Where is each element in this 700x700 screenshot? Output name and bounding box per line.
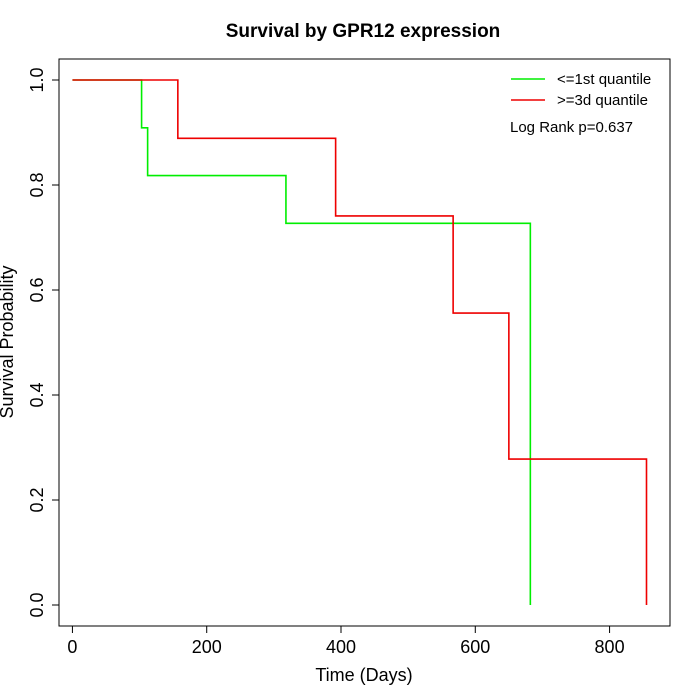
y-tick-label: 0.4	[27, 382, 47, 407]
legend-label-2: >=3d quantile	[557, 92, 648, 109]
y-tick-label: 0.8	[27, 172, 47, 197]
legend-label-1: <=1st quantile	[557, 71, 651, 88]
series-line-1	[72, 79, 532, 605]
y-tick-label: 0.6	[27, 277, 47, 302]
y-axis: 0.0 0.2 0.4 0.6 0.8 1.0	[27, 67, 60, 618]
y-tick-label: 1.0	[27, 67, 47, 92]
y-tick-label: 0.0	[27, 592, 47, 617]
x-tick-label: 200	[192, 637, 222, 657]
x-tick-label: 600	[460, 637, 490, 657]
x-axis-label: Time (Days)	[315, 665, 412, 685]
plot-frame	[58, 58, 671, 627]
x-tick-label: 400	[326, 637, 356, 657]
y-tick-label: 0.2	[27, 487, 47, 512]
x-axis: 0 200 400 600 800	[67, 625, 625, 657]
x-tick-label: 0	[67, 637, 77, 657]
log-rank-annotation: Log Rank p=0.637	[510, 119, 633, 136]
series-line-2	[72, 79, 648, 605]
chart-title: Survival by GPR12 expression	[226, 21, 501, 42]
legend: <=1st quantile >=3d quantile	[511, 71, 651, 109]
y-axis-label: Survival Probability	[0, 265, 17, 418]
survival-curves	[72, 79, 648, 605]
x-tick-label: 800	[595, 637, 625, 657]
